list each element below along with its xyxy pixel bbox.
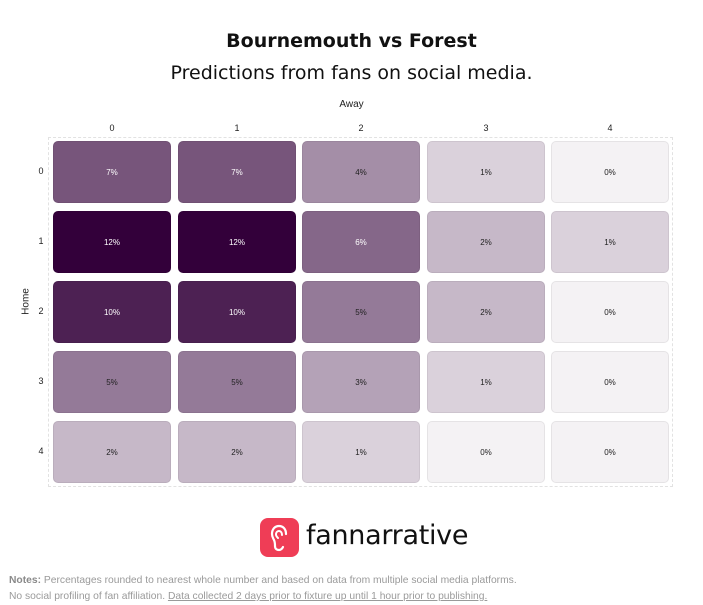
cell-value-label: 1% (355, 447, 367, 457)
cell-value-label: 2% (480, 307, 492, 317)
heatmap-cell: 1% (302, 421, 420, 483)
heatmap-cell: 7% (178, 141, 296, 203)
heatmap-cell: 3% (302, 351, 420, 413)
chart-subtitle: Predictions from fans on social media. (170, 62, 533, 84)
cell-value-label: 10% (103, 307, 120, 317)
y-axis-title: Home (20, 288, 32, 315)
heatmap-cell: 0% (551, 141, 669, 203)
y-tick-label: 4 (38, 446, 44, 456)
heatmap-cell: 12% (178, 211, 296, 273)
y-tick-label: 2 (38, 306, 44, 316)
heatmap-cell: 12% (53, 211, 171, 273)
heatmap-cell: 10% (53, 281, 171, 343)
cell-value-label: 12% (228, 237, 245, 247)
x-tick-label: 2 (358, 123, 364, 133)
heatmap-cell: 6% (302, 211, 420, 273)
cell-value-label: 0% (604, 307, 616, 317)
cell-value-label: 12% (103, 237, 120, 247)
heatmap-cell: 2% (178, 421, 296, 483)
heatmap-cell: 0% (551, 421, 669, 483)
footnotes: Notes: Percentages rounded to nearest wh… (9, 573, 699, 605)
y-tick-label: 1 (38, 236, 44, 246)
heatmap-cell: 2% (53, 421, 171, 483)
cell-value-label: 6% (355, 237, 367, 247)
cell-value-label: 0% (604, 447, 616, 457)
notes-text: Percentages rounded to nearest whole num… (41, 575, 517, 586)
cell-value-label: 7% (106, 167, 118, 177)
cell-value-label: 1% (480, 377, 492, 387)
fannarrative-logo-badge (260, 518, 299, 557)
cell-value-label: 2% (480, 237, 492, 247)
heatmap-cell: 5% (178, 351, 296, 413)
cell-value-label: 0% (604, 377, 616, 387)
x-tick-label: 0 (109, 123, 115, 133)
heatmap-cell: 0% (427, 421, 545, 483)
heatmap-cell: 10% (178, 281, 296, 343)
notes-data-collection: Data collected 2 days prior to fixture u… (167, 591, 488, 602)
cell-value-label: 2% (106, 447, 118, 457)
ear-icon (270, 524, 287, 551)
cell-value-label: 3% (355, 377, 367, 387)
heatmap-cell: 2% (427, 211, 545, 273)
x-axis-title: Away (339, 99, 364, 110)
heatmap-cell: 5% (302, 281, 420, 343)
heatmap-frame (48, 137, 673, 487)
heatmap-cell: 1% (551, 211, 669, 273)
cell-value-label: 1% (480, 167, 492, 177)
y-tick-label: 3 (38, 376, 44, 386)
chart-title: Bournemouth vs Forest (226, 30, 477, 52)
cell-value-label: 2% (231, 447, 243, 457)
heatmap-cell: 1% (427, 351, 545, 413)
notes-line-2: No social profiling of fan affiliation. … (9, 589, 699, 605)
x-tick-label: 3 (483, 123, 489, 133)
notes-line-1: Notes: Percentages rounded to nearest wh… (9, 573, 699, 589)
heatmap-cell: 7% (53, 141, 171, 203)
heatmap-cell: 0% (551, 281, 669, 343)
cell-value-label: 1% (604, 237, 616, 247)
y-tick-label: 0 (38, 166, 44, 176)
notes-label: Notes: (9, 575, 42, 586)
heatmap-cell: 4% (302, 141, 420, 203)
cell-value-label: 5% (355, 307, 367, 317)
heatmap-cell: 0% (551, 351, 669, 413)
heatmap-cell: 2% (427, 281, 545, 343)
fannarrative-logo-text: fannarrative (306, 520, 469, 551)
cell-value-label: 5% (106, 377, 118, 387)
cell-value-label: 4% (355, 167, 367, 177)
cell-value-label: 7% (231, 167, 243, 177)
cell-value-label: 0% (480, 447, 492, 457)
x-tick-label: 4 (607, 123, 613, 133)
notes-affiliation: No social profiling of fan affiliation. (9, 591, 168, 602)
cell-value-label: 10% (228, 307, 245, 317)
heatmap-cell: 1% (427, 141, 545, 203)
cell-value-label: 0% (604, 167, 616, 177)
x-tick-label: 1 (234, 123, 240, 133)
heatmap-cell: 5% (53, 351, 171, 413)
cell-value-label: 5% (231, 377, 243, 387)
